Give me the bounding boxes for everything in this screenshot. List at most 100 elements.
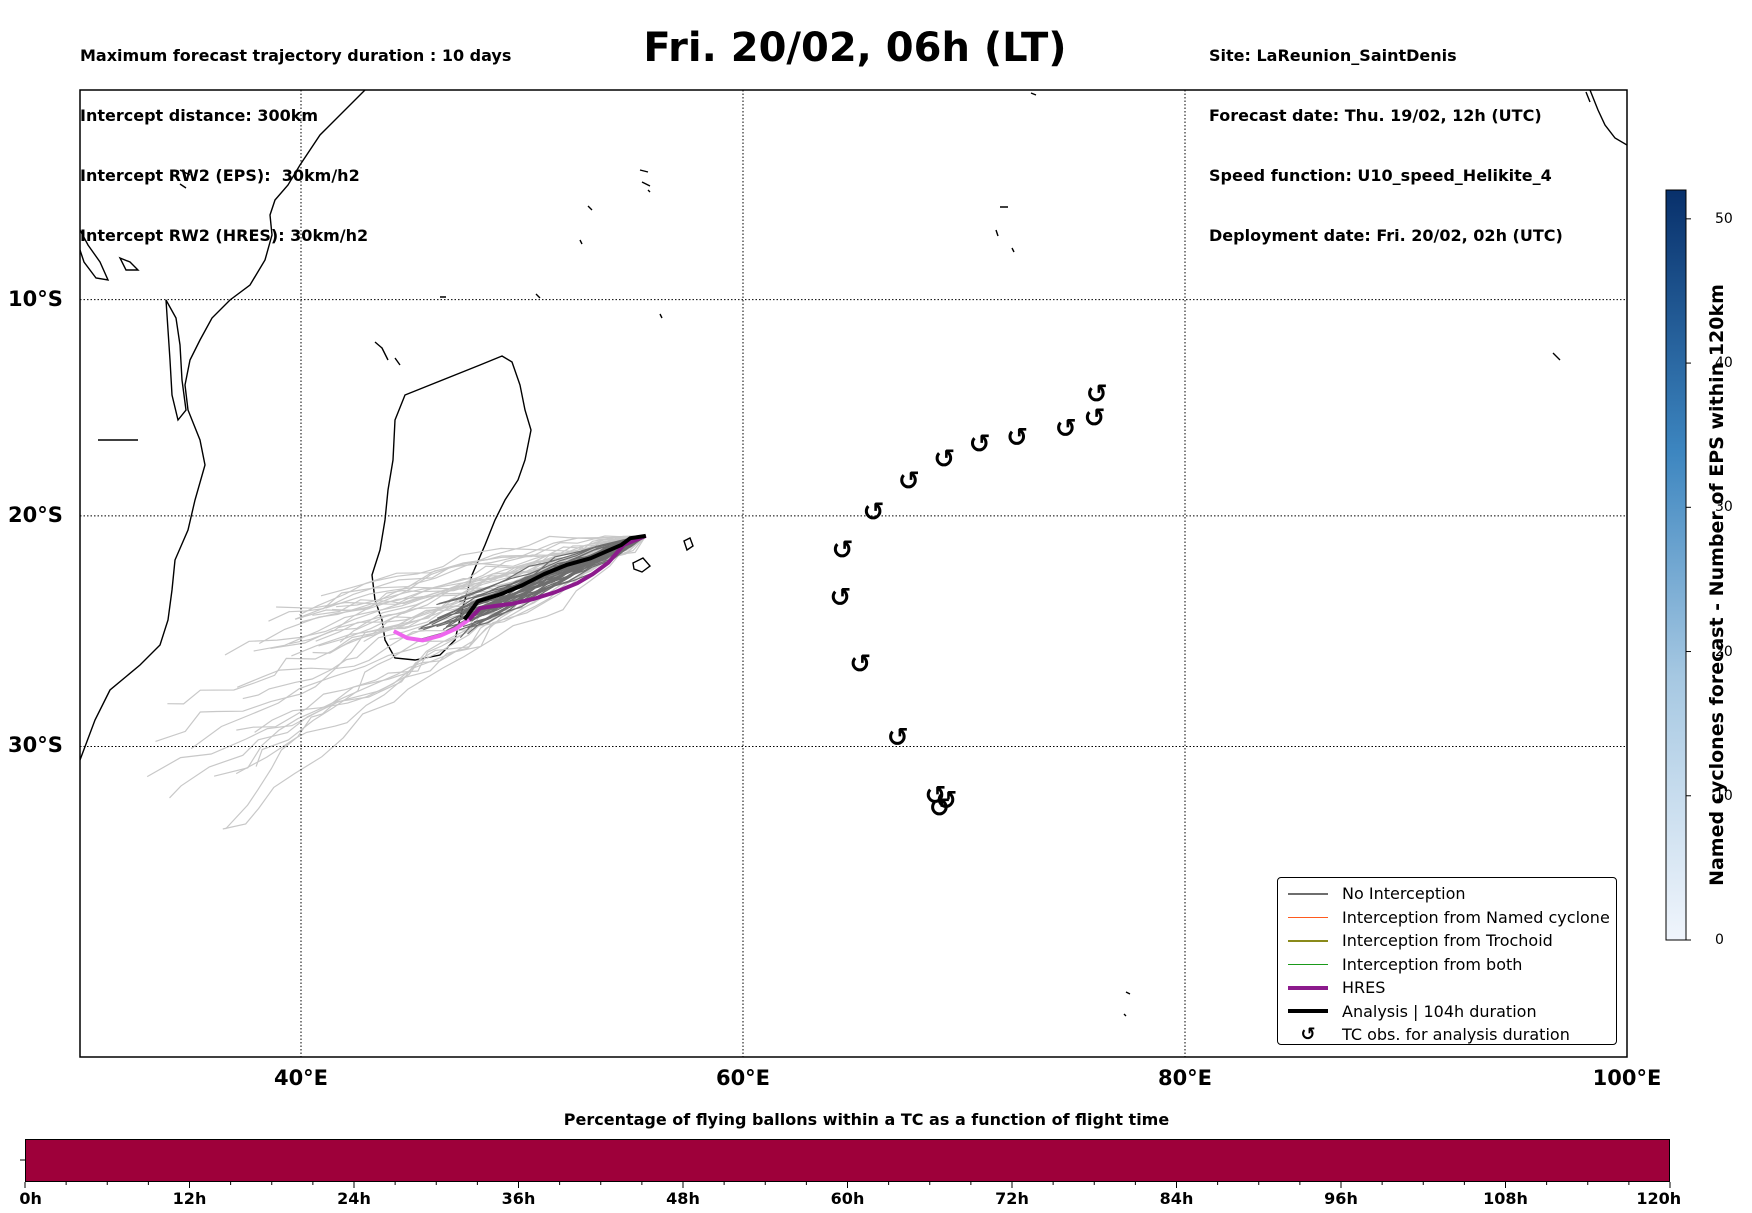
legend-line-swatch bbox=[1288, 893, 1328, 895]
graticule bbox=[80, 90, 1627, 1057]
map-title: Fri. 20/02, 06h (LT) bbox=[643, 25, 1067, 71]
legend-item: No Interception bbox=[1278, 882, 1616, 906]
bottom-bar-tick-label: 120h bbox=[1636, 1189, 1682, 1208]
legend-label: Interception from Trochoid bbox=[1342, 931, 1553, 951]
legend-label: Interception from Named cyclone bbox=[1342, 907, 1610, 927]
small-islands bbox=[98, 92, 1561, 1017]
tc-observation-icon: ↺ bbox=[898, 467, 920, 497]
legend-label: Interception from both bbox=[1342, 954, 1523, 974]
colorbar-tick-label: 0 bbox=[1715, 932, 1724, 948]
tc-observation-icon: ↺ bbox=[924, 781, 946, 811]
colorbar-tick-label: 20 bbox=[1715, 643, 1733, 660]
bottom-bar-tick-label: 96h bbox=[1324, 1189, 1358, 1208]
northeast-islands bbox=[1585, 90, 1627, 146]
bottom-bar-tick-label: 108h bbox=[1483, 1189, 1528, 1208]
tc-observation-icon: ↺ bbox=[1086, 380, 1108, 410]
colorbar-tick-label: 40 bbox=[1715, 355, 1733, 372]
colorbar-tick-label: 30 bbox=[1715, 499, 1733, 516]
legend-line-swatch bbox=[1288, 1009, 1328, 1014]
tc-observation-icon: ↺ bbox=[935, 786, 957, 816]
lon-label: 40°E bbox=[273, 1066, 329, 1090]
legend-line-swatch bbox=[1288, 916, 1328, 918]
legend-item: ↺ TC obs. for analysis duration bbox=[1278, 1023, 1616, 1047]
tc-observations: ↺↺↺↺↺↺↺↺↺↺↺↺↺↺↺ bbox=[829, 380, 1107, 824]
hres-track bbox=[467, 534, 647, 621]
analysis-track bbox=[462, 533, 647, 621]
bottom-bar-tick-label: 48h bbox=[666, 1189, 700, 1208]
legend-line-swatch bbox=[1288, 963, 1328, 965]
lon-label: 100°E bbox=[1592, 1066, 1662, 1090]
mauritius-island bbox=[683, 537, 694, 552]
africa-coastline bbox=[80, 90, 366, 761]
lon-label: 80°E bbox=[1157, 1066, 1213, 1090]
northwest-coast bbox=[80, 229, 110, 281]
legend-line-swatch bbox=[1288, 940, 1328, 942]
tc-observation-icon: ↺ bbox=[832, 535, 854, 565]
lon-label: 60°E bbox=[715, 1066, 771, 1090]
hres-track-late bbox=[392, 617, 471, 643]
legend-item: HRES bbox=[1278, 976, 1616, 1000]
legend: No Interception Interception from Named c… bbox=[1277, 877, 1617, 1045]
info-line: Speed function: U10_speed_Helikite_4 bbox=[1209, 166, 1552, 185]
tc-symbol-icon: ↺ bbox=[1300, 1024, 1316, 1046]
bottom-bar-title: Percentage of flying ballons within a TC… bbox=[563, 1110, 1170, 1129]
main-tracks bbox=[392, 533, 647, 643]
ensemble-track bbox=[436, 535, 646, 606]
legend-item: Interception from Trochoid bbox=[1278, 929, 1616, 953]
info-line: Intercept RW2 (HRES): 30km/h2 bbox=[80, 226, 369, 245]
legend-item: Interception from Named cyclone bbox=[1278, 906, 1616, 930]
ensemble-track bbox=[222, 535, 647, 830]
comoros-islands bbox=[118, 169, 401, 366]
info-line: Intercept RW2 (EPS): 30km/h2 bbox=[80, 166, 360, 185]
info-line: Maximum forecast trajectory duration : 1… bbox=[80, 46, 512, 65]
ensemble-track bbox=[298, 535, 646, 616]
reunion-island bbox=[632, 557, 652, 573]
tc-observation-icon: ↺ bbox=[929, 793, 951, 823]
lat-label: 30°S bbox=[8, 733, 63, 758]
ensemble-track bbox=[320, 535, 646, 597]
tc-observation-icon: ↺ bbox=[849, 650, 871, 680]
info-line: Site: LaReunion_SaintDenis bbox=[1209, 46, 1457, 65]
tc-observation-icon: ↺ bbox=[1006, 423, 1028, 453]
lat-label: 10°S bbox=[8, 286, 63, 311]
tc-observation-icon: ↺ bbox=[1083, 403, 1105, 433]
legend-line-swatch bbox=[1288, 985, 1328, 990]
colorbar-ticks bbox=[1686, 218, 1691, 941]
map-frame bbox=[79, 89, 1628, 1058]
bottom-bar-tick-label: 84h bbox=[1159, 1189, 1194, 1208]
bottom-bar-ticks bbox=[20, 1159, 1671, 1188]
legend-label: TC obs. for analysis duration bbox=[1342, 1025, 1570, 1045]
colorbar-tick-label: 50 bbox=[1715, 210, 1733, 227]
legend-item: Analysis | 104h duration bbox=[1278, 1000, 1616, 1024]
legend-label: HRES bbox=[1342, 978, 1386, 998]
ensemble-tracks bbox=[146, 535, 647, 830]
ensemble-track bbox=[225, 535, 647, 830]
legend-label: No Interception bbox=[1342, 884, 1466, 904]
info-line: Intercept distance: 300km bbox=[80, 106, 319, 125]
bottom-bar-tick-label: 12h bbox=[172, 1189, 207, 1208]
coastlines bbox=[80, 90, 1627, 1017]
tc-observation-icon: ↺ bbox=[1055, 414, 1077, 444]
bottom-bar-tick-label: 0h bbox=[19, 1189, 42, 1208]
tc-observation-icon: ↺ bbox=[862, 497, 884, 527]
colorbar bbox=[1665, 189, 1687, 941]
colorbar-tick-label: 10 bbox=[1715, 787, 1733, 804]
bottom-bar-tick-label: 60h bbox=[830, 1189, 865, 1208]
legend-item: Interception from both bbox=[1278, 953, 1616, 977]
bottom-bar-tick-label: 36h bbox=[501, 1189, 536, 1208]
tc-observation-icon: ↺ bbox=[933, 445, 955, 475]
tc-observation-icon: ↺ bbox=[829, 583, 851, 613]
tc-observation-icon: ↺ bbox=[887, 723, 909, 753]
lake-outline bbox=[165, 299, 187, 422]
left-info-block: Maximum forecast trajectory duration : 1… bbox=[80, 6, 511, 266]
right-info-block: Site: LaReunion_SaintDenis Forecast date… bbox=[1209, 6, 1563, 266]
info-line: Forecast date: Thu. 19/02, 12h (UTC) bbox=[1209, 106, 1542, 125]
bottom-percentage-bar bbox=[25, 1139, 1670, 1182]
info-line: Deployment date: Fri. 20/02, 02h (UTC) bbox=[1209, 226, 1563, 245]
madagascar-coastline bbox=[371, 355, 532, 661]
lat-label: 20°S bbox=[8, 502, 63, 527]
legend-label: Analysis | 104h duration bbox=[1342, 1001, 1537, 1021]
bottom-bar-tick-label: 72h bbox=[995, 1189, 1029, 1208]
tc-observation-icon: ↺ bbox=[969, 429, 991, 459]
